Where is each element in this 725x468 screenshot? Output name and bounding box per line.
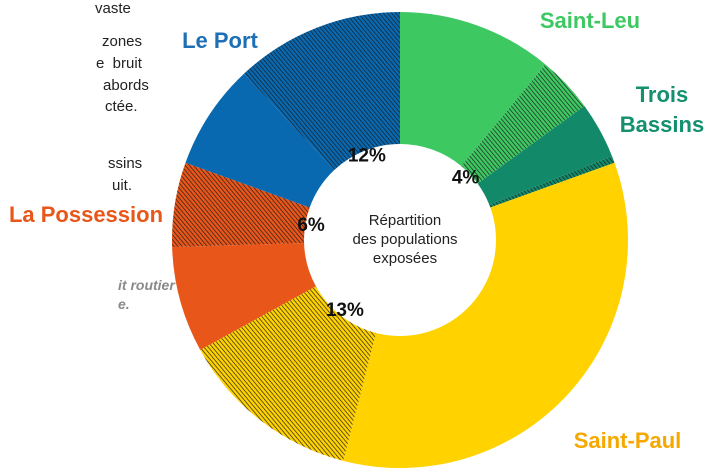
segment	[200, 286, 377, 461]
labels: 4% 13% 6% 12% Répartition des populations expo…	[297, 145, 479, 321]
series-label: Saint-Leu	[539, 8, 641, 33]
doc-line: e bruit	[96, 55, 142, 72]
doc-line: ctée.	[105, 98, 138, 115]
doc-line: ssins	[108, 155, 143, 172]
value-label: 6%	[297, 215, 325, 236]
center-label: des populations	[352, 231, 457, 248]
segment	[461, 64, 585, 184]
series-label: Saint-Paul	[573, 428, 682, 453]
value-label: 4%	[452, 167, 480, 188]
segment	[477, 105, 612, 205]
segment	[185, 73, 335, 208]
doc-line: vaste	[95, 0, 131, 17]
segment	[400, 12, 546, 167]
center-label: Répartition	[369, 212, 442, 229]
segment	[243, 12, 400, 171]
series-label: La Possession	[8, 202, 164, 227]
center-label: exposées	[373, 250, 437, 267]
value-label: 12%	[348, 145, 386, 166]
segment	[489, 156, 615, 208]
segment	[343, 162, 628, 468]
segment	[171, 162, 310, 248]
ring	[171, 12, 628, 468]
value-label: 13%	[326, 300, 364, 321]
note-line: e.	[118, 296, 130, 312]
note-line: it routier	[118, 277, 175, 293]
doc-line: abords	[103, 77, 149, 94]
series-label: Le Port	[182, 28, 258, 53]
doc-line: zones	[102, 33, 143, 50]
series-label: Trois Bassins	[619, 82, 705, 137]
doc-line: uit.	[112, 177, 133, 194]
segment	[172, 243, 316, 350]
